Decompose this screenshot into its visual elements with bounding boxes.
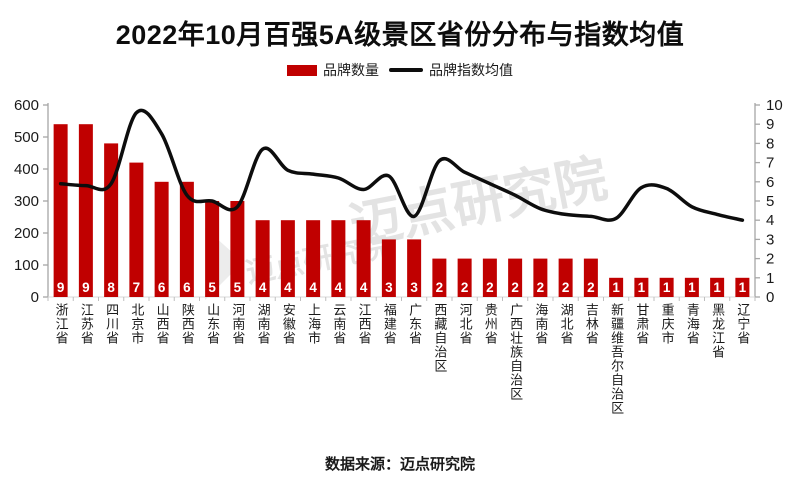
bar-value-label: 6 xyxy=(158,280,166,295)
bar xyxy=(558,258,573,297)
bar xyxy=(583,258,598,297)
bar-value-label: 4 xyxy=(335,280,343,295)
bar xyxy=(634,277,649,297)
bar-value-label: 9 xyxy=(57,280,65,295)
right-axis-tick-label: 4 xyxy=(766,212,774,229)
bar-value-label: 1 xyxy=(688,280,696,295)
bar-value-label: 1 xyxy=(713,280,721,295)
bar-value-label: 9 xyxy=(82,280,90,295)
bar xyxy=(735,277,750,297)
bar-value-label: 2 xyxy=(461,280,469,295)
left-axis-tick-label: 300 xyxy=(14,193,39,210)
data-source-note: 数据来源：迈点研究院 xyxy=(324,456,475,473)
bar xyxy=(609,277,624,297)
bar xyxy=(255,220,270,297)
bar xyxy=(154,181,169,297)
bar xyxy=(129,162,144,297)
right-axis-tick-label: 2 xyxy=(766,251,774,268)
bar xyxy=(205,201,220,297)
bar xyxy=(78,124,93,297)
index-line xyxy=(58,108,745,222)
left-axis-tick-label: 400 xyxy=(14,161,39,178)
bar-value-label: 3 xyxy=(385,280,393,295)
line-series-swatch-icon xyxy=(389,68,423,72)
legend-bar-label: 品牌数量 xyxy=(323,62,379,78)
bar xyxy=(508,258,523,297)
bar-value-label: 2 xyxy=(587,280,595,295)
bar xyxy=(104,143,119,297)
bar xyxy=(457,258,472,297)
bar-value-label: 2 xyxy=(562,280,570,295)
bar xyxy=(230,201,245,297)
bar xyxy=(482,258,497,297)
bar xyxy=(53,124,68,297)
bar-value-label: 2 xyxy=(537,280,545,295)
bar-value-label: 2 xyxy=(486,280,494,295)
bar xyxy=(533,258,548,297)
bar xyxy=(684,277,699,297)
bar-value-label: 1 xyxy=(612,280,620,295)
bar xyxy=(659,277,674,297)
chart-legend: 品牌数量 品牌指数均值 xyxy=(0,60,800,80)
legend-item-bars: 品牌数量 xyxy=(287,60,379,80)
bar xyxy=(710,277,725,297)
right-axis-tick-label: 6 xyxy=(766,174,774,191)
bar xyxy=(407,239,422,297)
left-axis-tick-label: 0 xyxy=(31,289,39,306)
right-axis-tick-label: 7 xyxy=(766,155,774,172)
right-axis-tick-label: 9 xyxy=(766,116,774,133)
bar-value-label: 8 xyxy=(107,280,115,295)
bar xyxy=(179,181,194,297)
bar-value-label: 4 xyxy=(360,280,368,295)
right-axis-tick-label: 8 xyxy=(766,135,774,152)
bar-value-label: 3 xyxy=(410,280,418,295)
bar xyxy=(306,220,321,297)
bar-value-label: 4 xyxy=(259,280,267,295)
left-axis-tick-label: 200 xyxy=(14,225,39,242)
bar-value-label: 7 xyxy=(133,280,141,295)
bar xyxy=(381,239,396,297)
legend-item-line: 品牌指数均值 xyxy=(389,60,513,80)
right-axis-tick-label: 10 xyxy=(766,97,783,114)
bar-value-label: 4 xyxy=(309,280,317,295)
bar xyxy=(280,220,295,297)
legend-line-label: 品牌指数均值 xyxy=(429,62,513,78)
bar-value-label: 5 xyxy=(234,280,242,295)
right-axis-tick-label: 5 xyxy=(766,193,774,210)
bar-value-label: 5 xyxy=(208,280,216,295)
left-axis-tick-label: 500 xyxy=(14,129,39,146)
bar-value-label: 2 xyxy=(511,280,519,295)
bar-value-label: 1 xyxy=(663,280,671,295)
right-axis-tick-label: 0 xyxy=(766,289,774,306)
bar-value-label: 1 xyxy=(638,280,646,295)
bar-value-label: 6 xyxy=(183,280,191,295)
bar-value-label: 1 xyxy=(739,280,747,295)
bar xyxy=(432,258,447,297)
left-axis-tick-label: 600 xyxy=(14,97,39,114)
chart-title: 2022年10月百强5A级景区省份分布与指数均值 xyxy=(115,20,685,50)
bar xyxy=(331,220,346,297)
bar-value-label: 2 xyxy=(436,280,444,295)
right-axis-tick-label: 1 xyxy=(766,270,774,287)
left-axis-tick-label: 100 xyxy=(14,257,39,274)
bar-value-label: 4 xyxy=(284,280,292,295)
bar xyxy=(356,220,371,297)
bar-series-swatch-icon xyxy=(287,64,317,76)
right-axis-tick-label: 3 xyxy=(766,231,774,248)
